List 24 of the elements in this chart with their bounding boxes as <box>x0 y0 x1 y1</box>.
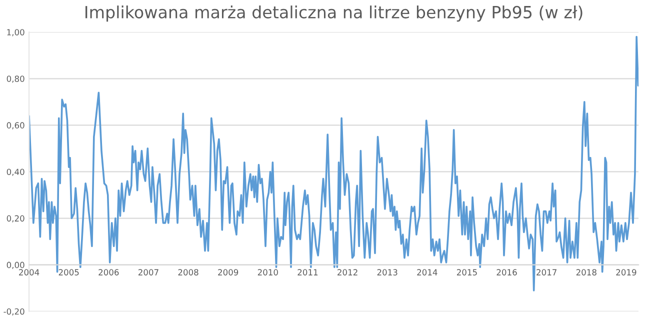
chart-title: Implikowana marża detaliczna na litrze benzyny Pb95 (w zł) <box>86 6 582 22</box>
x-tick-label: 2007 <box>138 269 158 276</box>
y-tick-label: -0,20 <box>4 308 24 316</box>
y-tick-label: 0,60 <box>6 122 24 130</box>
x-tick-label: 2004 <box>19 269 40 276</box>
x-tick-label: 2013 <box>377 269 398 276</box>
x-tick-label: 2005 <box>58 269 79 276</box>
y-tick-label: 0,40 <box>6 168 24 176</box>
y-tick-label: 0,80 <box>6 76 24 83</box>
x-tick-label: 2010 <box>258 269 278 276</box>
y-tick-label: 0,00 <box>6 262 24 269</box>
x-tick-label: 2018 <box>576 269 596 276</box>
x-tick-label: 2017 <box>536 269 556 276</box>
x-tick-label: 2015 <box>456 269 477 276</box>
x-tick-label: 2016 <box>496 269 517 276</box>
x-tick-label: 2009 <box>218 269 238 276</box>
x-tick-label: 2011 <box>298 269 318 276</box>
x-tick-label: 2014 <box>417 269 438 276</box>
y-tick-label: 1,00 <box>7 29 24 36</box>
y-tick-label: 0,20 <box>6 215 24 222</box>
x-tick-label: 2019 <box>616 269 636 276</box>
x-tick-label: 2006 <box>98 269 119 276</box>
x-tick-label: 2012 <box>338 269 358 276</box>
x-tick-label: 2008 <box>178 269 198 276</box>
